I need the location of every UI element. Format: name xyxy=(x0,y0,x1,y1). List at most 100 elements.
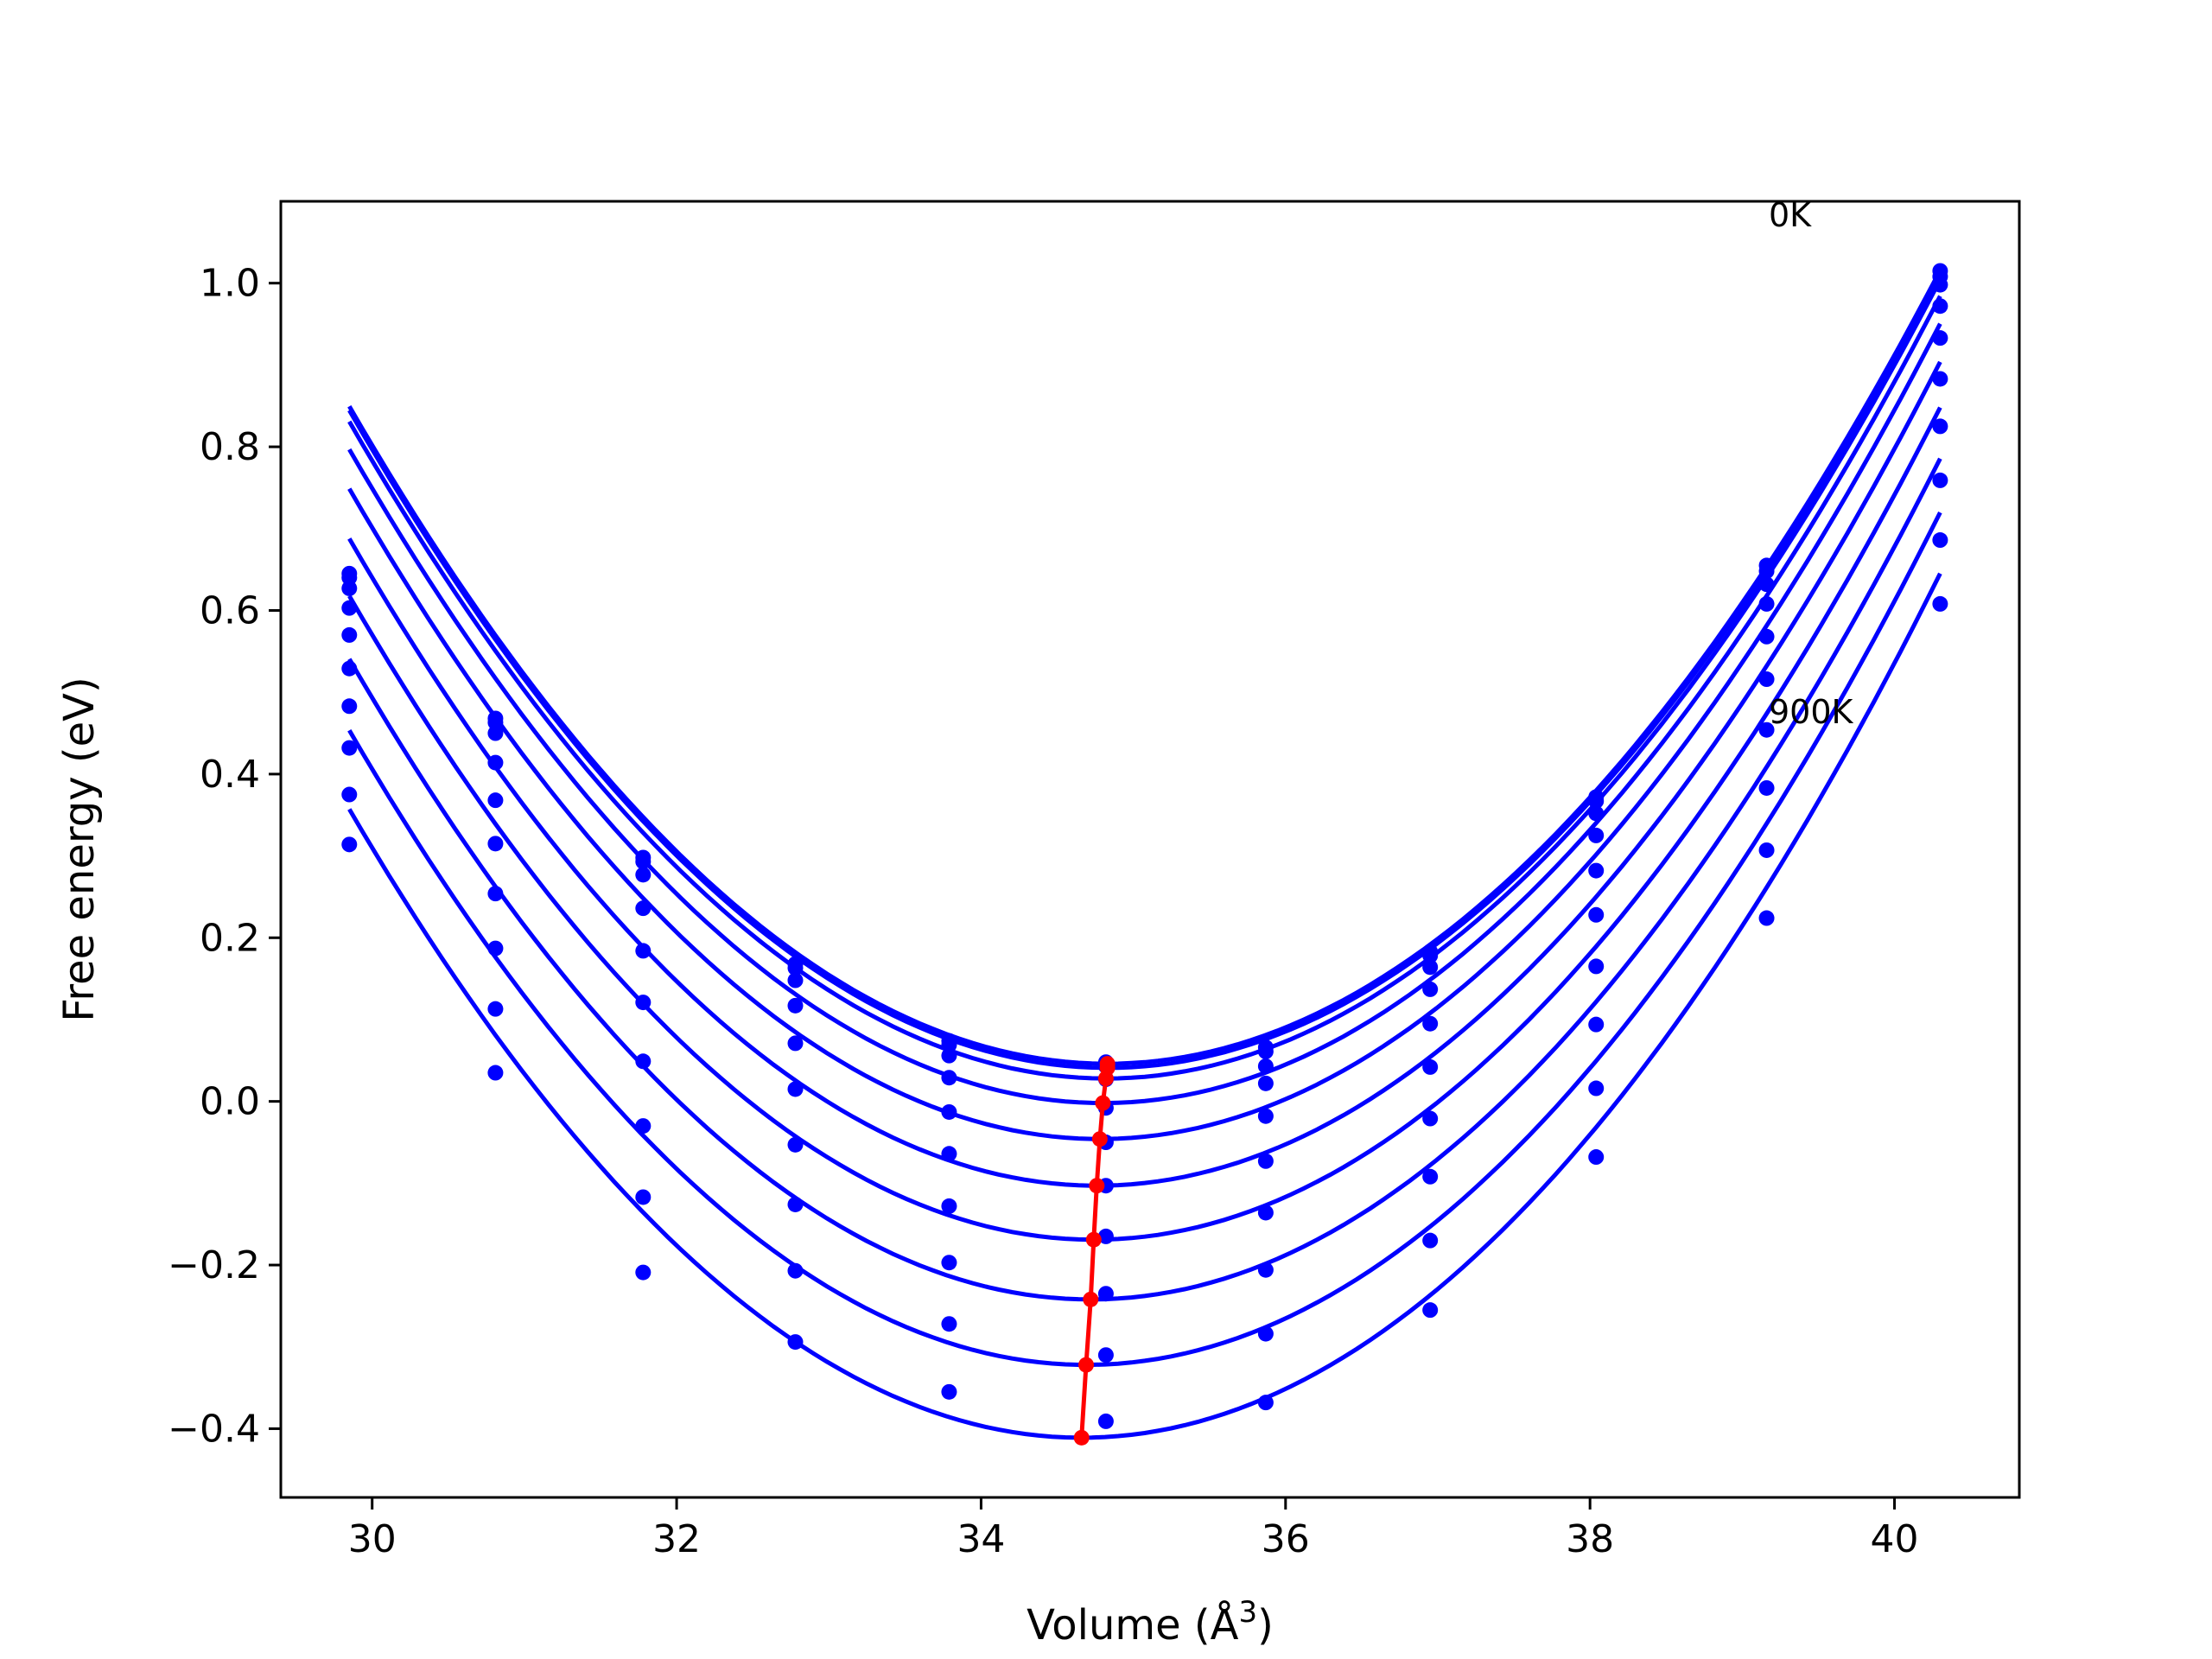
data-point-3-10 xyxy=(1932,298,1948,315)
data-point-6-9 xyxy=(1758,721,1775,738)
x-tick-label-3: 36 xyxy=(1262,1517,1310,1561)
data-point-6-7 xyxy=(1422,1110,1439,1127)
data-point-2-3 xyxy=(787,972,804,988)
data-point-9-6 xyxy=(1257,1395,1274,1411)
data-point-2-8 xyxy=(1588,805,1605,822)
data-point-1-7 xyxy=(1422,948,1439,964)
data-point-4-1 xyxy=(487,792,504,809)
data-point-8-8 xyxy=(1588,1080,1605,1096)
data-point-7-9 xyxy=(1758,779,1775,796)
data-point-7-10 xyxy=(1932,472,1948,488)
y-tick-label-3: 0.2 xyxy=(200,916,260,960)
data-point-4-7 xyxy=(1422,1015,1439,1032)
fit-curve-1 xyxy=(347,273,1942,1071)
data-point-6-8 xyxy=(1588,958,1605,975)
data-point-4-10 xyxy=(1932,330,1948,346)
minimum-point-5 xyxy=(1089,1178,1105,1194)
data-point-9-5 xyxy=(1097,1413,1114,1429)
data-point-5-8 xyxy=(1588,906,1605,923)
data-point-8-4 xyxy=(941,1316,957,1332)
y-tick-label-5: 0.6 xyxy=(200,588,260,632)
y-tick-label-4: 0.4 xyxy=(200,753,260,797)
data-point-7-4 xyxy=(941,1255,957,1271)
data-point-6-2 xyxy=(635,1053,652,1070)
data-point-4-6 xyxy=(1257,1108,1274,1124)
data-point-5-1 xyxy=(487,836,504,852)
y-tick-label-0: −0.4 xyxy=(168,1407,260,1451)
data-point-2-0 xyxy=(341,580,358,596)
data-points xyxy=(341,263,1948,1429)
x-tick-label-0: 30 xyxy=(348,1517,397,1561)
fit-curve-0 xyxy=(347,269,1942,1066)
minimum-point-7 xyxy=(1083,1291,1099,1307)
annotation-0k: 0K xyxy=(1769,196,1812,234)
data-point-7-7 xyxy=(1422,1168,1439,1185)
minimum-point-2 xyxy=(1097,1071,1114,1087)
data-point-5-4 xyxy=(941,1146,957,1162)
data-point-1-1 xyxy=(487,715,504,731)
data-point-8-1 xyxy=(487,1001,504,1017)
data-point-9-1 xyxy=(487,1065,504,1081)
data-point-4-9 xyxy=(1758,628,1775,645)
data-point-2-10 xyxy=(1932,276,1948,293)
minimum-point-4 xyxy=(1091,1131,1108,1147)
x-axis-label: Volume (Å3) xyxy=(1027,1595,1274,1649)
data-point-1-0 xyxy=(341,569,358,586)
data-point-1-2 xyxy=(635,854,652,870)
data-point-8-9 xyxy=(1758,842,1775,858)
data-point-9-8 xyxy=(1588,1149,1605,1166)
data-point-3-6 xyxy=(1257,1075,1274,1091)
fit-curve-9 xyxy=(347,572,1942,1440)
data-point-4-4 xyxy=(941,1103,957,1120)
data-point-7-5 xyxy=(1097,1286,1114,1302)
data-point-8-2 xyxy=(635,1189,652,1205)
fit-curve-6 xyxy=(347,406,1942,1243)
data-point-2-1 xyxy=(487,725,504,741)
data-point-4-8 xyxy=(1588,862,1605,879)
data-point-5-0 xyxy=(341,660,358,677)
minimum-point-3 xyxy=(1095,1095,1111,1111)
data-point-6-3 xyxy=(787,1136,804,1153)
fit-curve-3 xyxy=(347,295,1942,1106)
data-point-5-2 xyxy=(635,995,652,1011)
minima-line xyxy=(1073,1056,1116,1446)
data-point-7-6 xyxy=(1257,1262,1274,1278)
fit-curve-2 xyxy=(347,278,1942,1081)
minimum-point-6 xyxy=(1085,1231,1102,1248)
data-point-1-9 xyxy=(1758,563,1775,580)
data-point-3-8 xyxy=(1588,827,1605,843)
x-tick-label-1: 32 xyxy=(652,1517,701,1561)
data-point-8-10 xyxy=(1932,532,1948,549)
x-axis-ticks: 30 32 34 36 38 40 xyxy=(348,1497,1919,1561)
fit-curve-7 xyxy=(347,457,1942,1302)
minimum-point-8 xyxy=(1078,1357,1095,1373)
y-axis-ticks: −0.4 −0.2 0.0 0.2 0.4 0.6 0.8 1.0 xyxy=(168,262,281,1451)
data-point-8-5 xyxy=(1097,1347,1114,1363)
fit-curve-8 xyxy=(347,511,1942,1367)
data-point-2-9 xyxy=(1758,576,1775,593)
y-axis-label: Free energy (eV) xyxy=(55,677,104,1021)
x-tick-label-4: 38 xyxy=(1566,1517,1614,1561)
data-point-3-7 xyxy=(1422,981,1439,997)
data-point-2-6 xyxy=(1257,1058,1274,1074)
data-point-5-7 xyxy=(1422,1058,1439,1075)
fit-curves xyxy=(347,269,1942,1440)
y-tick-label-7: 1.0 xyxy=(200,262,260,306)
minimum-point-9 xyxy=(1073,1429,1090,1446)
data-point-2-4 xyxy=(941,1047,957,1064)
data-point-1-8 xyxy=(1588,793,1605,810)
y-tick-label-6: 0.8 xyxy=(200,425,260,469)
data-point-5-10 xyxy=(1932,371,1948,387)
data-point-4-3 xyxy=(787,1035,804,1052)
data-point-3-1 xyxy=(487,754,504,771)
data-point-6-4 xyxy=(941,1198,957,1214)
data-point-5-3 xyxy=(787,1081,804,1097)
data-point-6-5 xyxy=(1097,1228,1114,1244)
plot-frame xyxy=(279,200,2021,1499)
annotation-900k: 900K xyxy=(1769,693,1854,731)
data-point-9-3 xyxy=(787,1334,804,1351)
x-tick-label-5: 40 xyxy=(1871,1517,1919,1561)
minima-path xyxy=(1079,1064,1110,1439)
data-point-5-6 xyxy=(1257,1153,1274,1169)
data-point-6-10 xyxy=(1932,418,1948,435)
